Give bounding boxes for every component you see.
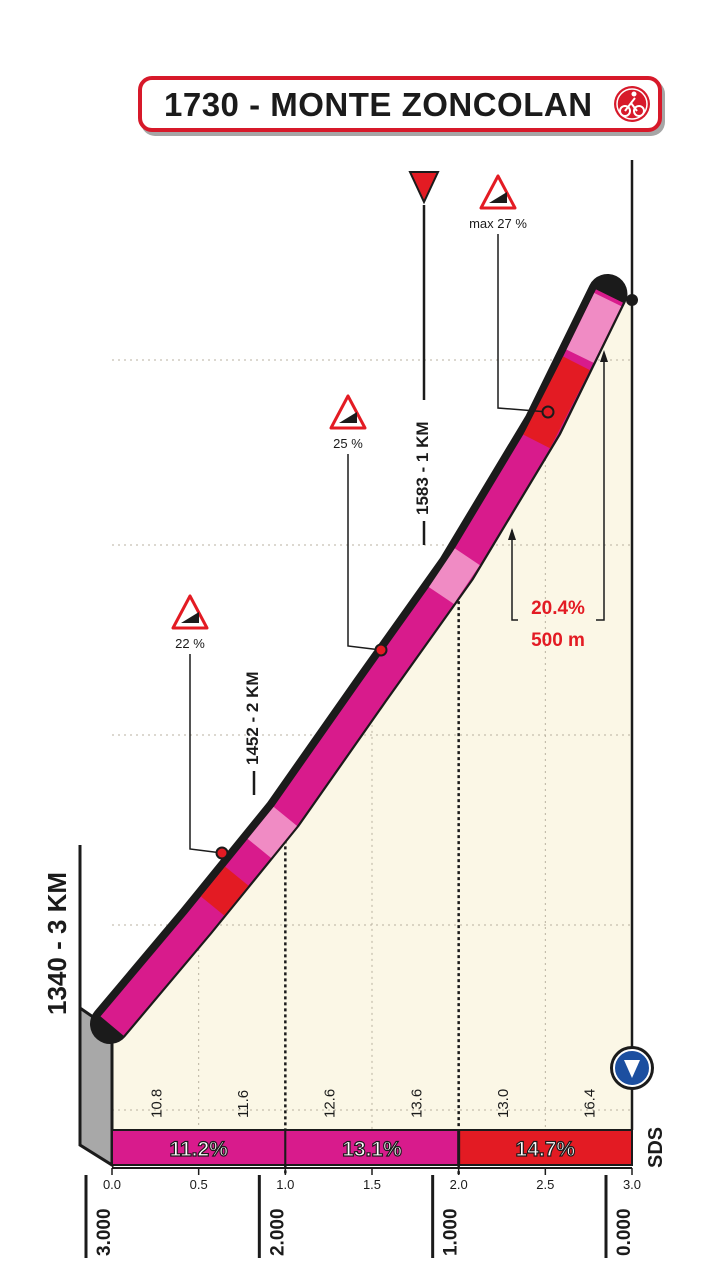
steep-gradient-label: max 27 % [469,216,527,231]
segment-gradient-label: 16.4 [582,1089,599,1118]
title-box: 1730 - MONTE ZONCOLAN [138,76,662,132]
steep-warning-icon [171,594,209,630]
steep-point-dot [374,643,388,657]
km-boundary-patch-2km [247,806,297,858]
leader-line [347,454,382,651]
segment-gradient-label: 11.6 [235,1090,252,1118]
x-tick-label: 0.5 [190,1177,208,1192]
segment-gradient-label: 10.8 [148,1089,165,1118]
x-tick-label: 2.5 [536,1177,554,1192]
distance-to-go-label: 0.000 [614,1208,635,1256]
page-title: 1730 - MONTE ZONCOLAN [164,86,593,123]
bracket-arrow-right [600,350,608,362]
x-tick-label: 3.0 [623,1177,641,1192]
steep-point-dot [215,846,229,860]
bracket-left [511,530,518,621]
steep-warning-icon [479,174,517,210]
km-marker-label: 1583 - 1 KM [413,421,432,515]
section-gradient-label: 14.7% [516,1138,576,1161]
distance-to-go-label: 1.000 [441,1208,462,1256]
distance-to-go-label: 2.000 [267,1208,288,1256]
segment-gradient-label: 13.0 [495,1089,512,1118]
bracket-arrow-left [508,528,516,540]
summit-dot [626,294,638,306]
finish-badge [610,1046,654,1090]
section-gradient-label: 11.2% [169,1138,228,1161]
leader-line [189,654,223,854]
leader-line [497,234,549,413]
bracket-right [596,355,605,621]
steep-gradient-label: 25 % [333,436,363,451]
flamme-rouge-icon [408,171,440,205]
section-gradient-bar: 13.1% [284,1129,460,1166]
finish-badge-glyph [624,1060,640,1078]
slope-glyph [339,412,357,423]
steep-segment-max [523,356,590,449]
section-gradient-label: 13.1% [342,1138,402,1161]
km-marker-label: 1452 - 2 KM [243,671,262,765]
segment-gradient-label: 13.6 [408,1089,425,1118]
km-boundary-patch-1km [428,548,480,604]
summit-patch [566,292,622,363]
section-gradient-bar: 11.2% [111,1129,287,1166]
x-tick-label: 1.5 [363,1177,381,1192]
distance-to-go-label: 3.000 [94,1208,115,1256]
steep-gradient-callout: 22 % [171,594,229,860]
section-gradient-bar: 14.7% [457,1129,633,1166]
x-tick-label: 2.0 [450,1177,468,1192]
segment-gradient-label: 12.6 [322,1089,339,1118]
highlight-length: 500 m [531,630,585,651]
steep-segment-22 [200,866,249,916]
slope-glyph [181,612,199,623]
x-tick-label: 1.0 [276,1177,294,1192]
highlight-gradient: 20.4% [531,598,585,619]
steep-point-dot [541,405,555,419]
slope-glyph [489,192,507,203]
steep-gradient-callout: max 27 % [469,174,555,419]
x-tick-label: 0.0 [103,1177,121,1192]
section-gradient-fill [111,1129,287,1166]
steep-gradient-label: 22 % [175,636,205,651]
mountain-finish-cyclist-icon [614,86,650,122]
km-marker-label: 1340 - 3 KM [42,872,72,1015]
finish-label: SDS [645,1127,667,1168]
steep-warning-icon [329,394,367,430]
highlight-bracket: 20.4% 500 m [508,350,608,651]
steep-gradient-callout: 25 % [329,394,388,657]
